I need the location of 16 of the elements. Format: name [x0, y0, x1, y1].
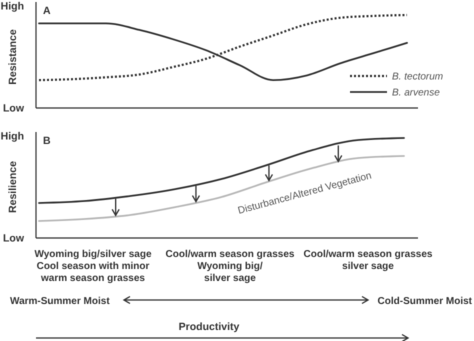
- text: High: [0, 0, 24, 13]
- chart-title: A: [43, 5, 51, 17]
- text: High: [0, 130, 24, 143]
- text: Warm-Summer Moist: [10, 296, 110, 307]
- text: Low: [3, 232, 25, 245]
- y-axis-title: Resistance: [7, 29, 19, 85]
- text: Cold-Summer Moist: [378, 296, 473, 307]
- chart-title: B: [43, 135, 51, 147]
- legend-label: B. arvense: [392, 88, 440, 98]
- text: Cool/warm season grasses Wyoming big/ silver sage: [166, 249, 295, 284]
- x-axis-title: Productivity: [178, 321, 240, 333]
- y-axis-title: Resilience: [7, 160, 19, 213]
- text: Cool/warm season grasses silver sage: [304, 249, 433, 272]
- text: Wyoming big/silver sage Cool season with minor warm season grasses: [34, 249, 152, 284]
- text: Low: [3, 102, 25, 115]
- legend-label: B. tectorum: [392, 72, 444, 82]
